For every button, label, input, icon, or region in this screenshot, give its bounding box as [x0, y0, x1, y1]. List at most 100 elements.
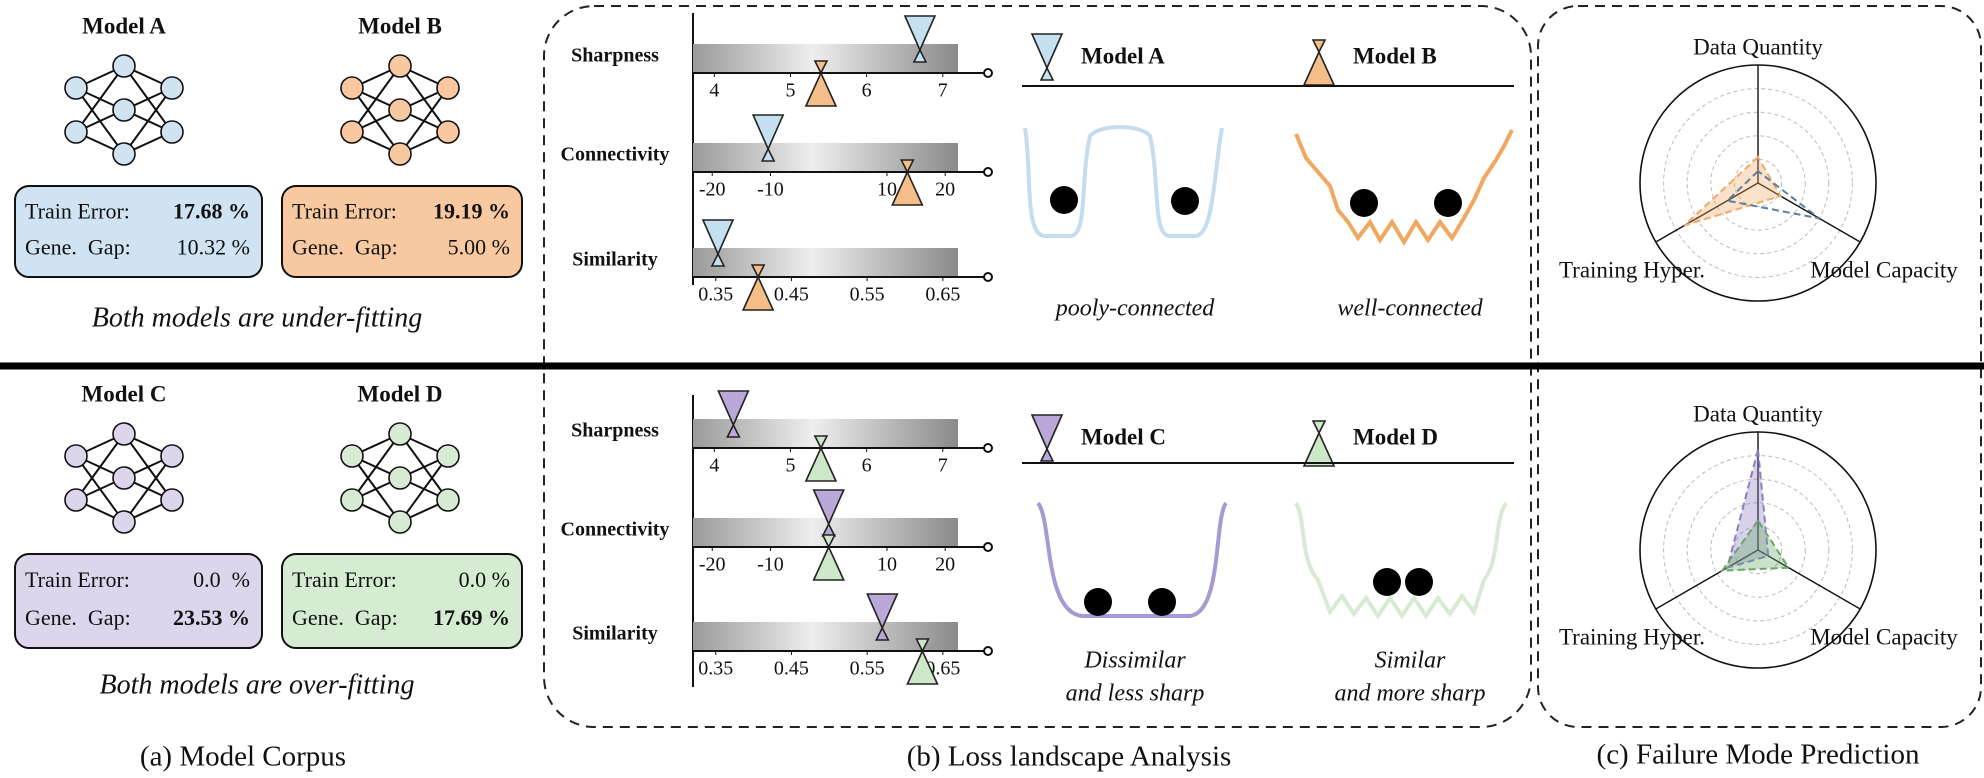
network-node [161, 445, 183, 467]
radar-axis-label: Model Capacity [1810, 624, 1958, 649]
tick-label: 6 [862, 455, 872, 477]
gap-label: Gene. Gap: [25, 235, 131, 260]
tick-label: 10 [877, 554, 897, 576]
tick-label: 5 [785, 455, 795, 477]
network-node [65, 121, 87, 143]
landscape-curve [1296, 130, 1512, 242]
network-node [113, 143, 135, 165]
landscape-balls [1050, 186, 1462, 616]
gap-label: Gene. Gap: [292, 235, 398, 260]
train-error-label: Train Error: [25, 567, 130, 592]
tick-label: -20 [699, 554, 726, 576]
network-node [437, 489, 459, 511]
axis-end [984, 69, 992, 77]
legend-marker [1032, 415, 1062, 461]
conclusion: Both models are over-fitting [100, 669, 415, 700]
ball [1084, 588, 1112, 616]
metric-name: Connectivity [561, 144, 670, 166]
train-error: 0.0 % [459, 567, 510, 592]
legend-marker [1304, 40, 1334, 85]
figure: (a) Model Corpus (b) Loss landscape Anal… [0, 0, 1984, 778]
conclusion: Both models are under-fitting [92, 302, 422, 333]
network-node [113, 423, 135, 445]
network-node [65, 489, 87, 511]
tick-label: 6 [862, 80, 872, 102]
tick-label: 0.45 [774, 658, 809, 680]
landscape-label: well-connected [1337, 296, 1483, 322]
tick-label: -10 [757, 179, 784, 201]
network-node [341, 77, 363, 99]
network-node [389, 511, 411, 533]
network-node [437, 121, 459, 143]
axis-end [984, 543, 992, 551]
tick-label: 0.65 [925, 284, 960, 306]
metric-name: Connectivity [561, 519, 670, 541]
network-node [341, 489, 363, 511]
ball [1434, 189, 1462, 217]
landscape-curve [1038, 503, 1226, 616]
ball [1148, 588, 1176, 616]
tick-label: 0.35 [698, 284, 733, 306]
tick-label: 0.55 [850, 658, 885, 680]
network-icon [65, 55, 183, 165]
landscape-label: and more sharp [1334, 681, 1485, 707]
train-error: 0.0 % [193, 567, 250, 592]
tick-label: 0.35 [698, 658, 733, 680]
axis-end [984, 647, 992, 655]
ball [1050, 186, 1078, 214]
model-name: Model C [82, 381, 167, 406]
network-node [389, 467, 411, 489]
network-node [341, 121, 363, 143]
network-node [113, 99, 135, 121]
metric-bar [693, 248, 958, 277]
network-node [161, 489, 183, 511]
metric-bar [693, 622, 958, 651]
radar-axis-label: Training Hyper. [1559, 624, 1705, 649]
legend-marker [1032, 34, 1062, 80]
metric-bar [693, 143, 958, 172]
tick-label: 0.45 [774, 284, 809, 306]
axis-end [984, 273, 992, 281]
tick-label: 20 [935, 179, 955, 201]
gap: 10.32 % [177, 235, 250, 260]
network-node [161, 77, 183, 99]
gap-label: Gene. Gap: [292, 605, 398, 630]
tick-label: 4 [709, 80, 719, 102]
tick-label: -10 [757, 554, 784, 576]
tick-label: 5 [785, 80, 795, 102]
network-node [437, 445, 459, 467]
network-node [113, 55, 135, 77]
network-node [65, 77, 87, 99]
radar-axis-label: Training Hyper. [1559, 257, 1705, 282]
gap: 5.00 % [448, 235, 510, 260]
metric-name: Sharpness [571, 420, 659, 442]
tick-label: 10 [877, 179, 897, 201]
landscape-label: Dissimilar [1083, 648, 1186, 674]
ball [1350, 189, 1378, 217]
model-name: Model A [82, 13, 166, 38]
network-node [113, 467, 135, 489]
legend-label: Model C [1081, 424, 1166, 449]
legend-label: Model B [1353, 43, 1437, 68]
model-name: Model B [358, 13, 442, 38]
tick-label: 20 [935, 554, 955, 576]
train-error: 17.68 % [173, 198, 250, 223]
legend-label: Model D [1353, 424, 1438, 449]
ball [1171, 187, 1199, 215]
caption: (a) Model Corpus [140, 741, 346, 773]
axis-end [984, 168, 992, 176]
landscape-curve [1296, 503, 1506, 616]
network-node [161, 121, 183, 143]
train-error-label: Train Error: [292, 198, 397, 223]
gap-label: Gene. Gap: [25, 605, 131, 630]
tick-label: 7 [938, 80, 948, 102]
radar-series [1684, 157, 1780, 225]
gap: 17.69 % [433, 605, 510, 630]
radar-axis-label: Data Quantity [1693, 401, 1823, 426]
metric-name: Similarity [572, 249, 658, 271]
network-node [65, 445, 87, 467]
landscape-curve [1025, 127, 1222, 236]
network-node [389, 423, 411, 445]
landscape-label: pooly-connected [1054, 296, 1216, 322]
train-error: 19.19 % [433, 198, 510, 223]
